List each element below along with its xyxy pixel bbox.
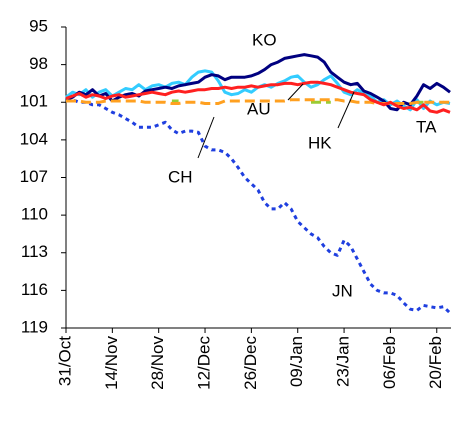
- x-tick-label: 06/Feb: [380, 336, 399, 389]
- y-tick-label: 113: [21, 242, 48, 261]
- x-tick-label: 23/Jan: [334, 336, 353, 387]
- x-tick-label: 12/Dec: [195, 336, 214, 390]
- x-tick-label: 20/Feb: [426, 336, 445, 389]
- x-tick-label: 09/Jan: [287, 336, 306, 387]
- leader-line: [287, 83, 304, 101]
- y-tick-label: 98: [29, 54, 48, 73]
- annotation: AU: [247, 99, 271, 118]
- x-tick-label: 14/Nov: [102, 336, 121, 390]
- y-tick-label: 116: [21, 280, 48, 299]
- annotation: HK: [308, 133, 332, 152]
- y-tick-label: 95: [29, 16, 48, 35]
- leader-line: [197, 116, 215, 159]
- annotation: CH: [168, 167, 193, 186]
- y-tick-label: 110: [21, 205, 48, 224]
- x-tick-label: 26/Dec: [241, 336, 260, 390]
- annotation: TA: [416, 117, 437, 136]
- y-tick-label: 107: [20, 167, 48, 186]
- series-line: [66, 98, 451, 314]
- x-tick-label: 31/Oct: [55, 336, 74, 386]
- series-line: [65, 80, 451, 114]
- y-tick-label: 104: [20, 129, 48, 148]
- leader-line: [337, 91, 355, 129]
- y-tick-label: 119: [21, 317, 48, 336]
- y-tick-label: 101: [20, 92, 48, 111]
- x-tick-label: 28/Nov: [148, 336, 167, 390]
- annotation: KO: [252, 30, 277, 49]
- annotation: JN: [332, 281, 353, 300]
